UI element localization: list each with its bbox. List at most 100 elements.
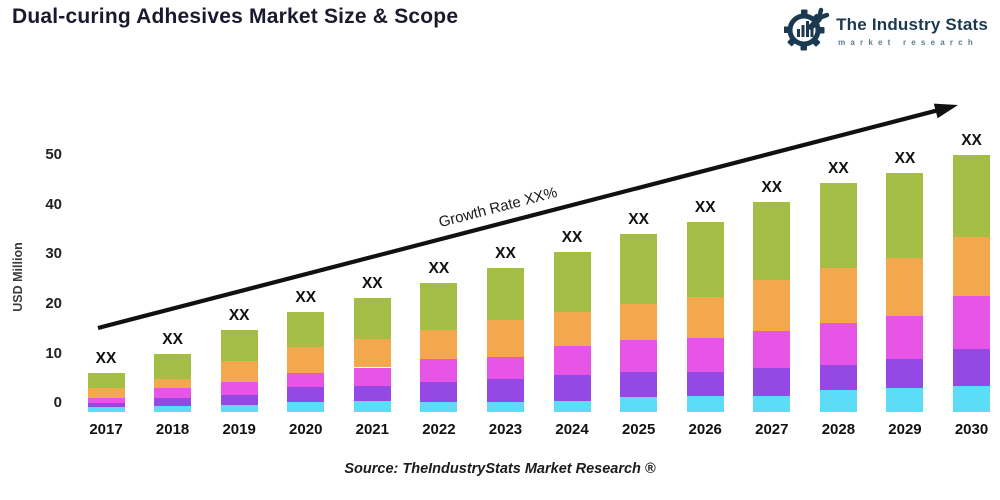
gear-wrench-logo-icon xyxy=(783,6,830,57)
bar-segment xyxy=(686,221,724,298)
bar-value-label: XX xyxy=(295,288,317,306)
bar-segment xyxy=(220,330,258,362)
bar-segment xyxy=(353,367,391,386)
bar-value-label: XX xyxy=(828,159,849,177)
bar-segment xyxy=(553,251,591,312)
bar-segment xyxy=(154,378,192,389)
bar-value-label: XX xyxy=(628,211,649,229)
bar-segment xyxy=(553,346,591,375)
bar-segment xyxy=(686,372,724,396)
bar-segment xyxy=(953,295,991,350)
x-tick-label: 2023 xyxy=(488,421,523,438)
bar-segment xyxy=(886,257,924,316)
brand-logo: The Industry Stats market research xyxy=(783,6,988,57)
bar-segment xyxy=(886,388,924,412)
bar-segment xyxy=(154,397,192,406)
bar-segment xyxy=(686,297,724,339)
brand-name: The Industry Stats xyxy=(836,15,988,35)
bar-segment xyxy=(819,182,857,268)
bar-segment xyxy=(953,385,991,412)
bar-segment xyxy=(553,374,591,401)
bar-value-label: XX xyxy=(561,228,583,246)
bar-segment xyxy=(420,283,458,331)
bar-segment xyxy=(753,280,791,332)
bar-segment xyxy=(486,402,524,412)
bar-value-label: XX xyxy=(95,350,117,368)
bar-value-label: XX xyxy=(162,331,183,349)
bar-segment xyxy=(87,406,125,412)
bar-segment xyxy=(486,320,524,358)
bar-segment xyxy=(287,311,325,347)
bar-segment xyxy=(87,397,125,403)
bar-segment xyxy=(287,346,325,373)
bar-segment xyxy=(819,389,857,412)
page-title: Dual-curing Adhesives Market Size & Scop… xyxy=(12,5,459,28)
bar-segment xyxy=(220,405,258,412)
x-tick-label: 2020 xyxy=(289,421,323,438)
bar-segment xyxy=(353,298,391,340)
bar-segment xyxy=(953,349,991,386)
bar-segment xyxy=(287,387,325,403)
source-note: Source: TheIndustryStats Market Research… xyxy=(344,461,656,477)
x-tick-label: 2022 xyxy=(422,421,456,438)
bar-segment xyxy=(420,382,458,402)
bar-segment xyxy=(486,378,524,403)
bar-segment xyxy=(886,358,924,389)
bar-segment xyxy=(287,402,325,412)
bar-segment xyxy=(287,372,325,388)
bar-segment xyxy=(353,400,391,412)
bar-segment xyxy=(620,396,658,412)
y-tick-label: 30 xyxy=(45,245,62,263)
bar-segment xyxy=(753,367,791,396)
bar-segment xyxy=(620,234,658,305)
bar-segment xyxy=(486,267,524,321)
bar-segment xyxy=(87,373,125,389)
bar-segment xyxy=(553,400,591,412)
x-tick-label: 2029 xyxy=(888,421,922,438)
brand-tagline: market research xyxy=(838,37,978,47)
x-tick-label: 2028 xyxy=(821,421,856,438)
bar-value-label: XX xyxy=(894,150,916,168)
bar-segment xyxy=(620,304,658,341)
bar-value-label: XX xyxy=(694,198,716,216)
bar-segment xyxy=(154,388,192,398)
bar-segment xyxy=(220,395,258,406)
x-tick-label: 2019 xyxy=(222,421,256,438)
x-tick-label: 2017 xyxy=(89,421,123,438)
bar-segment xyxy=(953,154,991,238)
bar-segment xyxy=(686,395,724,412)
bar-segment xyxy=(819,267,857,324)
bar-value-label: XX xyxy=(228,307,250,325)
bar-segment xyxy=(886,315,924,359)
y-tick-label: 20 xyxy=(45,294,62,312)
y-tick-label: 40 xyxy=(45,195,62,213)
bar-segment xyxy=(154,354,192,379)
y-tick-label: 0 xyxy=(53,394,62,412)
y-tick-label: 50 xyxy=(45,146,62,163)
bar-segment xyxy=(819,323,857,365)
bar-segment xyxy=(220,361,258,382)
bar-segment xyxy=(420,330,458,359)
x-tick-label: 2026 xyxy=(688,421,722,438)
x-tick-label: 2025 xyxy=(621,421,656,438)
x-tick-label: 2024 xyxy=(555,421,589,438)
bar-segment xyxy=(87,388,125,398)
bar-segment xyxy=(620,340,658,372)
x-tick-label: 2027 xyxy=(755,421,789,438)
bar-segment xyxy=(87,402,125,407)
bar-segment xyxy=(953,237,991,296)
bar-segment xyxy=(353,339,391,368)
bar-segment xyxy=(819,365,857,390)
bar-segment xyxy=(553,311,591,347)
bar-segment xyxy=(753,201,791,281)
bar-segment xyxy=(154,405,192,412)
bar-value-label: XX xyxy=(495,244,516,262)
bar-segment xyxy=(353,385,391,401)
bar-value-label: XX xyxy=(761,178,783,196)
y-tick-label: 10 xyxy=(45,344,62,362)
bar-segment xyxy=(886,173,924,258)
bar-segment xyxy=(620,371,658,397)
bar-segment xyxy=(220,381,258,396)
bar-segment xyxy=(753,331,791,368)
